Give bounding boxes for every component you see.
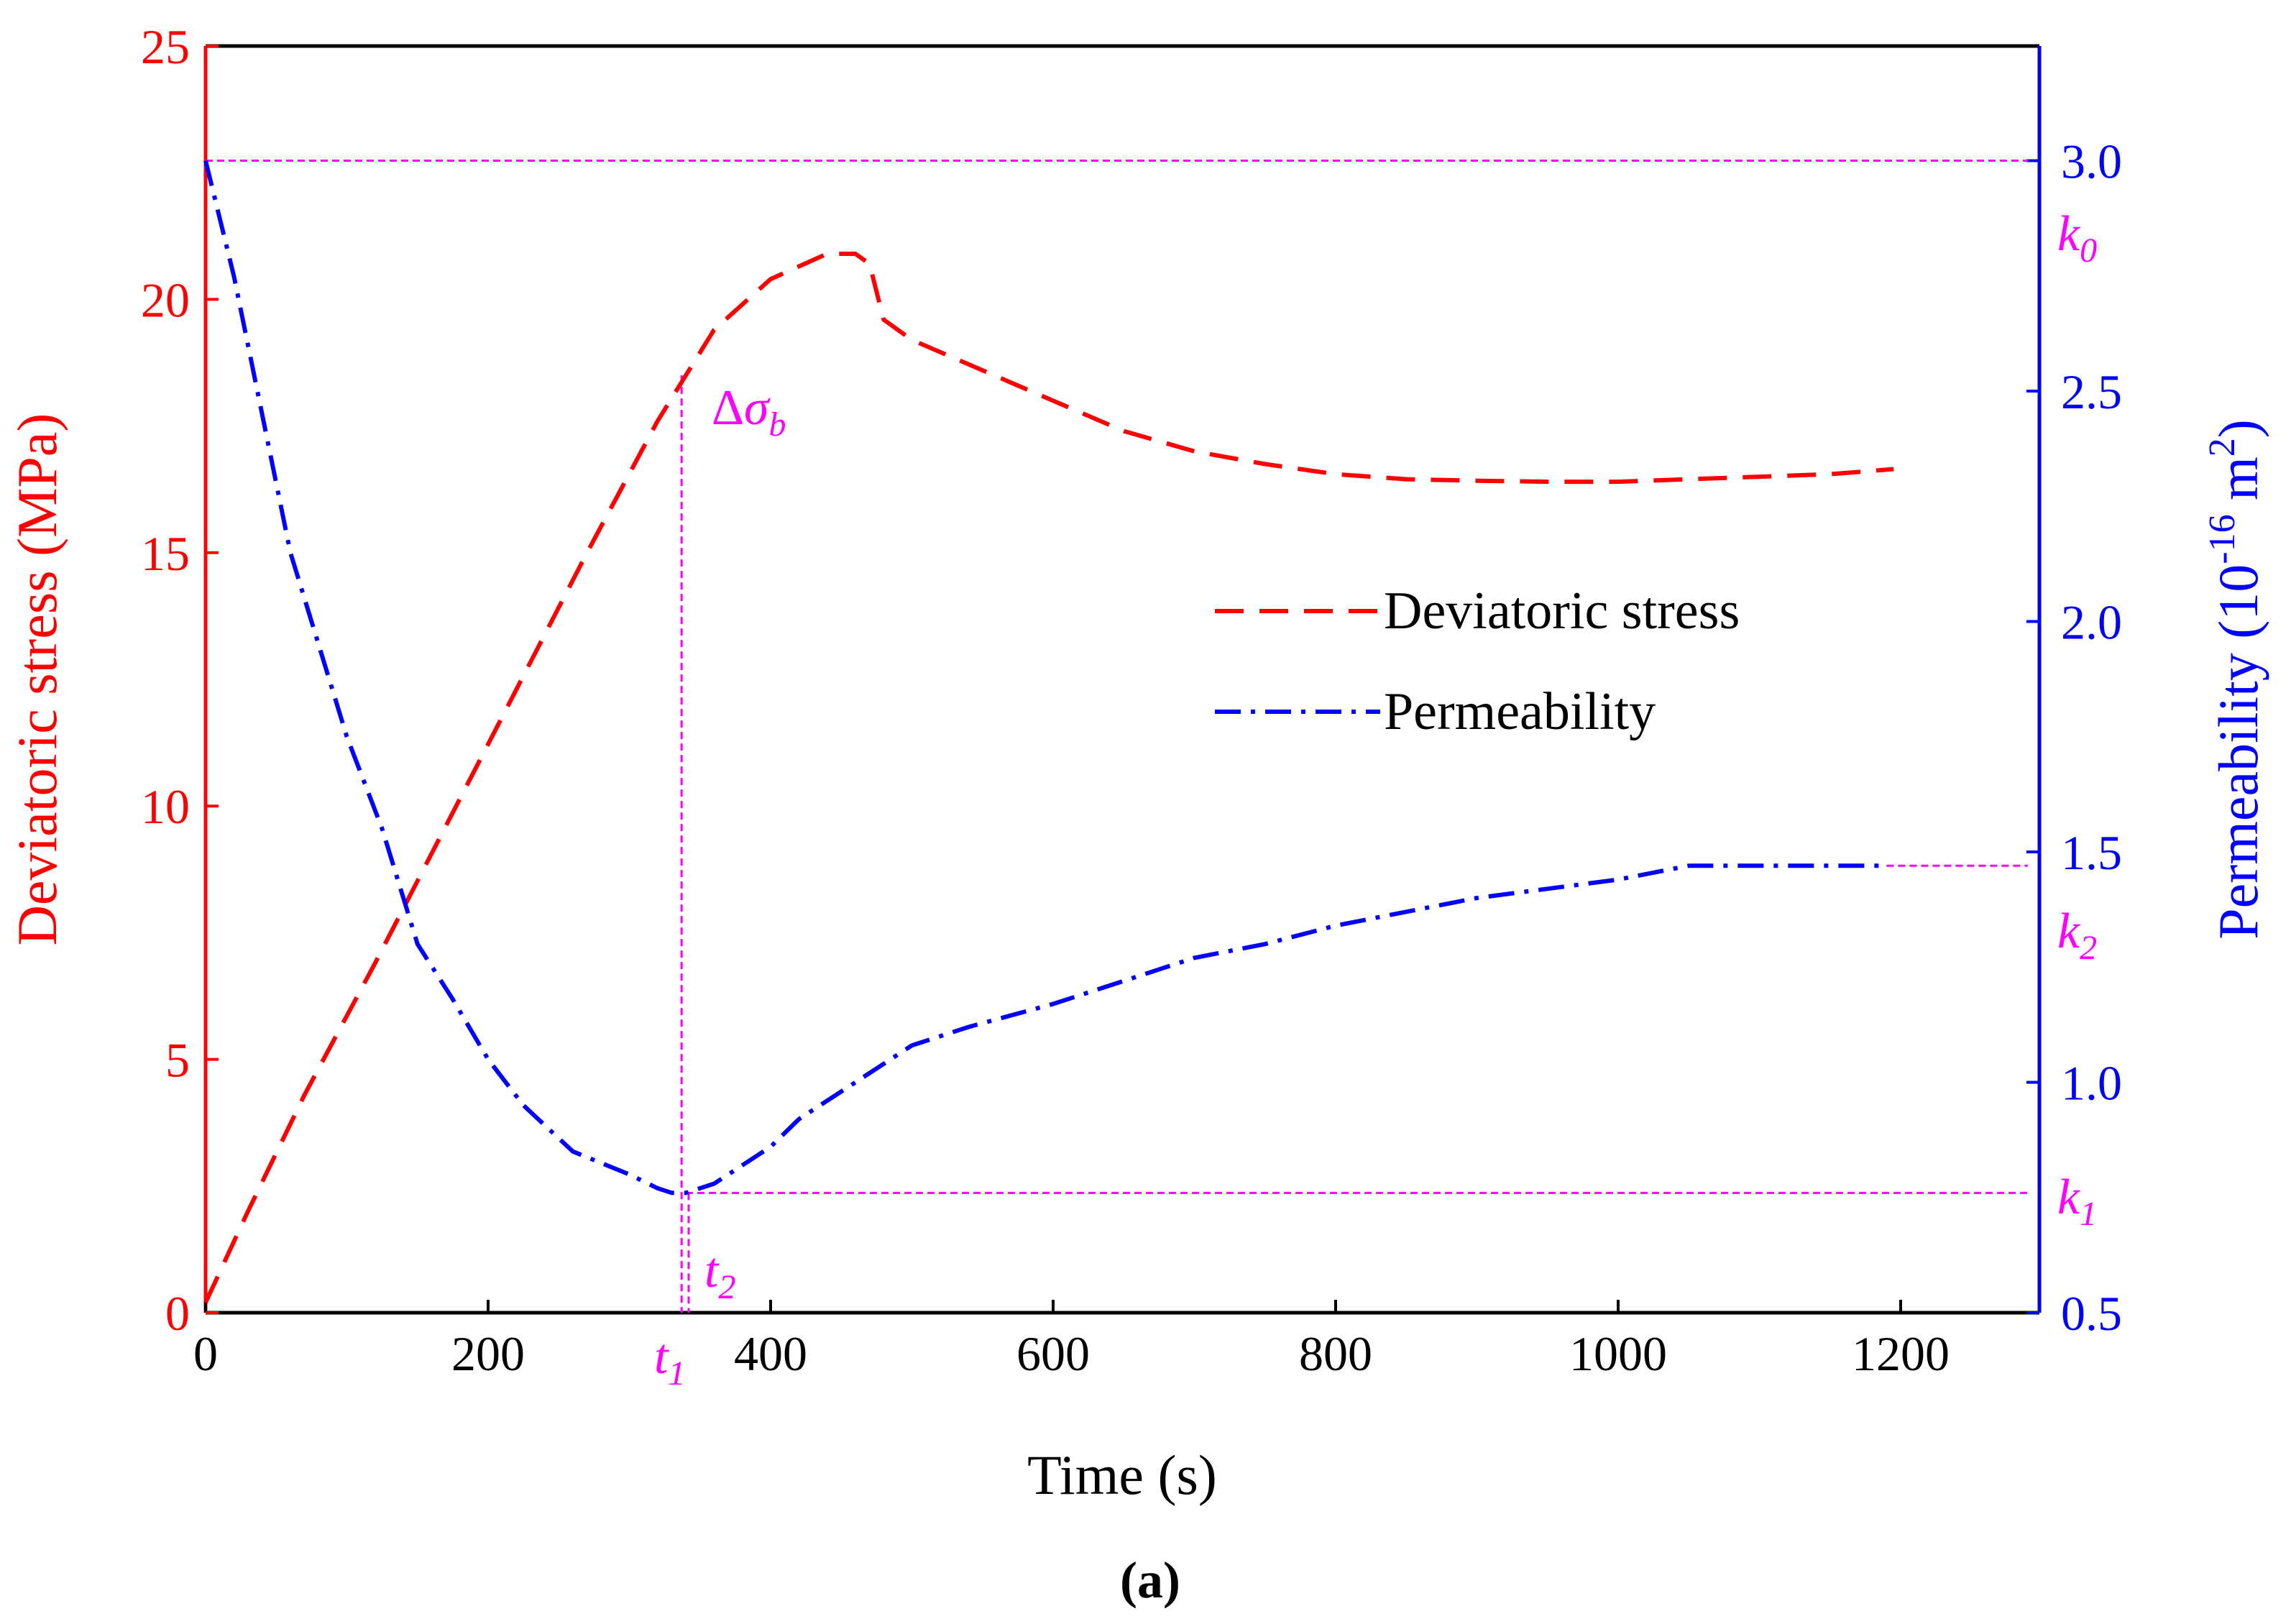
annotation-k1-base: k — [2057, 1170, 2081, 1225]
series-line-permeability — [203, 160, 1887, 1196]
legend: Deviatoric stress Permeability — [1215, 582, 1740, 741]
legend-label-permeability: Permeability — [1384, 682, 1656, 741]
y-left-axis-title: Deviatoric stress (MPa) — [6, 413, 68, 946]
ticks-layer: 0 200 400 600 800 1000 120005101520250.51.01.5… — [141, 19, 2122, 1381]
y-right-title-exponent: -16 — [2202, 514, 2243, 564]
y-right-title-suffix: ) — [2207, 419, 2269, 438]
annotation-k2-sub: 2 — [2080, 929, 2097, 967]
y-right-tick-label: 1.0 — [2061, 1056, 2122, 1111]
series-line-deviatoric-stress — [203, 252, 1894, 1304]
series-layer — [203, 160, 1894, 1304]
y-left-tick-label: 25 — [141, 19, 190, 74]
y-right-tick-label: 2.0 — [2061, 595, 2122, 650]
y-left-tick-label: 20 — [141, 272, 190, 327]
y-right-axis-title: Permeability (10-16 m2) — [2202, 419, 2269, 940]
y-right-tick-label: 1.5 — [2061, 825, 2122, 880]
annotation-t1: t1 — [654, 1329, 685, 1393]
y-left-tick-label: 10 — [141, 779, 190, 834]
annotation-k0-base: k — [2057, 206, 2081, 262]
y-right-tick-label: 3.0 — [2061, 134, 2122, 189]
y-right-title-unit: m — [2207, 457, 2269, 514]
annotation-t2-sub: 2 — [718, 1268, 735, 1306]
y-right-tick-label: 0.5 — [2061, 1286, 2122, 1341]
x-tick-label: 1000 — [1569, 1326, 1667, 1381]
annotation-peak-sub: b — [769, 405, 786, 444]
legend-label-stress: Deviatoric stress — [1384, 582, 1740, 641]
x-tick-label: 600 — [1016, 1326, 1090, 1381]
reference-lines-layer — [206, 160, 2028, 1313]
x-tick-label: 200 — [451, 1326, 525, 1381]
annotation-k0-sub: 0 — [2080, 231, 2097, 270]
annotation-k0: k0 — [2057, 206, 2097, 270]
y-left-tick-label: 15 — [141, 526, 190, 581]
annotation-t1-sub: 1 — [668, 1354, 685, 1393]
x-tick-label: 800 — [1299, 1326, 1372, 1381]
y-right-tick-label: 2.5 — [2061, 364, 2122, 419]
y-right-title-prefix: Permeability (10 — [2207, 564, 2269, 940]
annotation-t2: t2 — [704, 1243, 735, 1306]
y-right-title-unit-exponent: 2 — [2202, 438, 2243, 457]
figure-caption: (a) — [1120, 1551, 1180, 1609]
x-tick-label: 400 — [734, 1326, 807, 1381]
annotation-k1-sub: 1 — [2080, 1195, 2097, 1233]
annotation-peak-base: σ — [744, 380, 771, 436]
annotation-peak-delta: Δ — [712, 380, 744, 436]
annotation-k1: k1 — [2057, 1170, 2097, 1233]
annotation-t1-base: t — [654, 1329, 669, 1385]
y-left-tick-label: 5 — [165, 1033, 190, 1088]
y-left-tick-label: 0 — [165, 1286, 190, 1341]
annotation-k2: k2 — [2057, 904, 2097, 967]
x-tick-label: 1200 — [1852, 1326, 1950, 1381]
x-tick-label: 0 — [193, 1326, 218, 1381]
annotation-t2-base: t — [704, 1243, 720, 1298]
annotation-k2-base: k — [2057, 904, 2081, 959]
x-axis-title: Time (s) — [1027, 1444, 1217, 1506]
annotation-peak-stress: Δσb — [712, 380, 786, 444]
